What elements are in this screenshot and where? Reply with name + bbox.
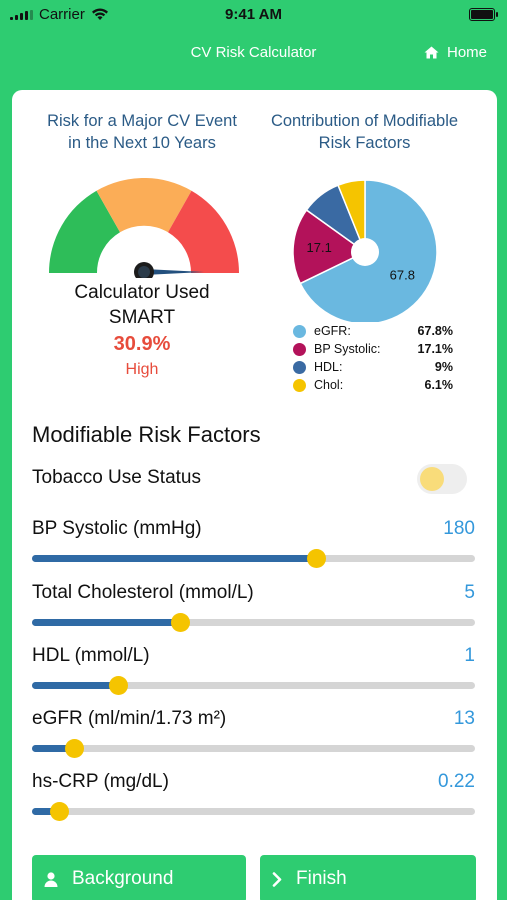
slider-track[interactable] (32, 676, 475, 695)
risk-factor-slider: hs-CRP (mg/dL) 0.22 (32, 771, 475, 823)
risk-title-line2: in the Next 10 Years (68, 134, 216, 152)
contribution-pie-chart: 67.8 17.1 (292, 179, 438, 322)
toggle-knob (420, 467, 444, 491)
slider-value: 0.22 (438, 771, 475, 792)
slider-label: Total Cholesterol (mmol/L) (32, 582, 254, 603)
legend-value: 6.1% (424, 378, 454, 392)
slider-track[interactable] (32, 613, 475, 632)
slider-label: HDL (mmol/L) (32, 645, 150, 666)
risk-title: Risk for a Major CV Event in the Next 10… (32, 110, 252, 154)
legend-dot (293, 360, 306, 374)
legend-dot (293, 324, 306, 338)
calculator-name: SMART (108, 307, 176, 328)
home-button[interactable]: Home (424, 44, 487, 61)
slider-thumb[interactable] (306, 549, 326, 568)
gauge-segment-low (48, 190, 120, 273)
modifiable-title: Modifiable Risk Factors (32, 422, 261, 447)
home-label: Home (446, 44, 487, 61)
chevron-right-icon (272, 871, 282, 887)
legend-name: HDL: (314, 360, 343, 374)
legend-item: eGFR: 67.8% (293, 322, 453, 340)
contribution-title-line2: Risk Factors (318, 134, 411, 152)
pie-center-hole (351, 238, 379, 266)
slider-track[interactable] (32, 802, 475, 821)
slider-fill (32, 619, 181, 626)
wifi-icon (91, 8, 108, 20)
home-icon (424, 46, 439, 59)
legend-value: 17.1% (417, 342, 453, 356)
legend-name: eGFR: (314, 324, 351, 338)
tobacco-label: Tobacco Use Status (32, 467, 201, 488)
legend-value: 67.8% (417, 324, 453, 338)
calculator-used-label: Calculator Used (74, 282, 210, 303)
risk-factor-slider: Total Cholesterol (mmol/L) 5 (32, 582, 475, 634)
pie-slice (337, 179, 366, 253)
risk-factor-slider: BP Systolic (mmHg) 180 (32, 518, 475, 570)
slider-fill (32, 555, 316, 562)
slider-thumb[interactable] (49, 802, 69, 821)
slider-value: 13 (453, 708, 475, 729)
slider-label: BP Systolic (mmHg) (32, 518, 202, 539)
nav-title: CV Risk Calculator (190, 44, 317, 61)
contribution-title: Contribution of Modifiable Risk Factors (252, 110, 477, 154)
slider-fill (32, 808, 59, 815)
slider-track[interactable] (32, 739, 475, 758)
slider-value: 5 (464, 582, 475, 603)
slider-fill (32, 682, 119, 689)
contribution-legend: eGFR: 67.8% BP Systolic: 17.1% HDL: 9% Chol: 6.… (293, 322, 453, 394)
gauge-segment-high (168, 190, 239, 273)
slider-thumb[interactable] (109, 676, 129, 695)
slider-value: 1 (464, 645, 475, 666)
legend-item: BP Systolic: 17.1% (293, 340, 453, 358)
contribution-title-line1: Contribution of Modifiable (270, 112, 459, 130)
risk-title-line1: Risk for a Major CV Event (47, 112, 237, 130)
status-bar: Carrier 9:41 AM (0, 0, 507, 30)
signal-icon (10, 9, 33, 20)
legend-dot (293, 378, 306, 392)
risk-gauge (48, 178, 239, 278)
risk-percentage: 30.9% (113, 333, 171, 355)
battery-icon (469, 8, 498, 21)
carrier-info: Carrier (10, 6, 109, 23)
background-button[interactable]: Background (32, 855, 246, 900)
slider-fill (32, 745, 75, 752)
slider-value: 180 (443, 518, 475, 539)
pie-slice-label: 17.1 (307, 240, 332, 255)
slider-track[interactable] (32, 549, 475, 568)
background-button-label: Background (72, 868, 174, 889)
main-card: Risk for a Major CV Event in the Next 10… (12, 90, 497, 900)
user-icon (44, 871, 58, 887)
pie-slice (292, 208, 367, 285)
nav-bar: CV Risk Calculator Home (0, 30, 507, 78)
finish-button-label: Finish (296, 868, 347, 889)
tobacco-toggle[interactable] (417, 464, 467, 494)
finish-button[interactable]: Finish (260, 855, 476, 900)
slider-thumb[interactable] (171, 613, 191, 632)
slider-label: eGFR (ml/min/1.73 m²) (32, 708, 227, 729)
risk-factor-slider: HDL (mmol/L) 1 (32, 645, 475, 697)
risk-factor-slider: eGFR (ml/min/1.73 m²) 13 (32, 708, 475, 760)
status-time: 9:41 AM (225, 6, 282, 23)
gauge-needle (144, 269, 204, 275)
legend-item: HDL: 9% (293, 358, 453, 376)
risk-level: High (125, 361, 159, 378)
carrier-label: Carrier (39, 6, 85, 23)
gauge-segment-mid (96, 178, 192, 233)
slider-thumb[interactable] (65, 739, 85, 758)
calculator-used: Calculator Used SMART (32, 280, 252, 330)
legend-name: BP Systolic: (314, 342, 381, 356)
legend-dot (293, 342, 306, 356)
slider-label: hs-CRP (mg/dL) (32, 771, 169, 792)
pie-slice-label: 67.8 (390, 267, 415, 282)
legend-value: 9% (434, 360, 453, 374)
legend-item: Chol: 6.1% (293, 376, 453, 394)
legend-name: Chol: (314, 378, 344, 392)
